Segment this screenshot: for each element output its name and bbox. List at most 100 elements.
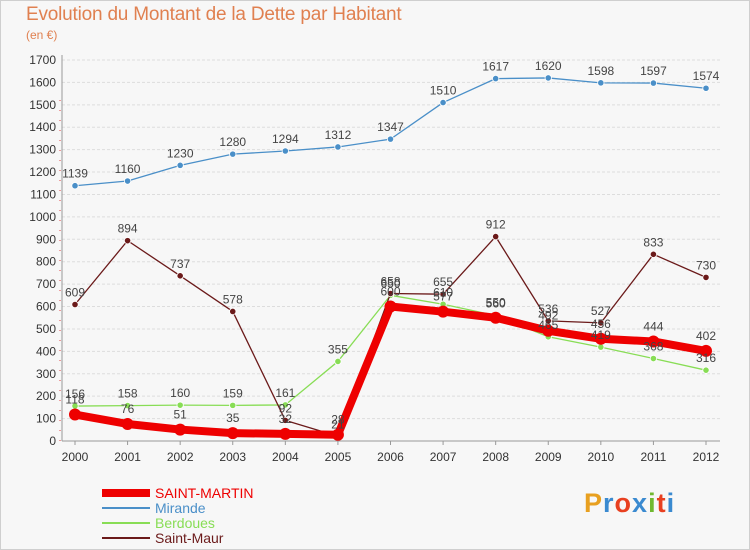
y-tick-label: 800: [36, 255, 56, 269]
logo-letter: t: [656, 488, 667, 518]
data-point: [123, 237, 132, 245]
data-point: [281, 401, 289, 409]
x-tick-label: 2010: [587, 450, 614, 464]
data-point: [71, 300, 79, 309]
data-point: [597, 319, 605, 327]
logo-letter: o: [614, 488, 633, 518]
y-tick-label: 500: [36, 322, 56, 336]
data-point: [594, 332, 607, 345]
data-label: 1294: [272, 132, 299, 146]
y-tick-label: 0: [49, 434, 56, 448]
x-tick-label: 2009: [535, 450, 562, 464]
data-label: 536: [538, 302, 558, 316]
data-point: [649, 354, 658, 363]
y-tick-label: 1700: [29, 53, 56, 67]
data-label: 156: [65, 387, 85, 401]
y-tick-label: 400: [36, 344, 56, 358]
data-point: [492, 233, 500, 241]
series-line-saint-martin: [74, 302, 707, 439]
data-point: [121, 417, 134, 430]
data-label: 560: [486, 296, 506, 310]
data-label: 158: [118, 387, 138, 401]
y-tick-label: 1000: [29, 210, 56, 224]
data-point: [281, 147, 289, 155]
y-tick-label: 1600: [29, 75, 56, 89]
data-point: [229, 150, 237, 158]
data-point: [597, 343, 605, 351]
data-point: [384, 300, 397, 313]
y-tick-label: 900: [36, 232, 56, 246]
data-label: 1280: [219, 135, 246, 149]
value-labels: 1139 1160 1230 1280 1294 1312 1347 1510 1617 1620…: [62, 59, 720, 431]
data-label: 419: [591, 328, 611, 342]
data-label: 600: [380, 285, 400, 299]
logo-letter: i: [666, 488, 676, 518]
data-label: 610: [433, 285, 453, 299]
data-label: 92: [279, 401, 293, 415]
data-label: 21: [331, 417, 345, 431]
data-label: 161: [275, 386, 295, 400]
data-point: [544, 317, 552, 325]
y-tick-label: 1300: [29, 143, 56, 157]
data-point: [439, 290, 447, 298]
data-point: [386, 289, 395, 298]
proxiti-logo: Proxiti: [584, 488, 675, 519]
y-tick-label: 1500: [29, 98, 56, 112]
series-lines: [69, 74, 712, 441]
data-point: [649, 250, 658, 258]
data-point: [229, 401, 237, 409]
data-point: [123, 177, 132, 185]
data-label: 658: [380, 275, 400, 289]
data-label: 51: [173, 408, 187, 422]
data-label: 912: [486, 218, 506, 232]
data-label: 159: [223, 386, 243, 400]
legend-label: Berdoues: [155, 515, 215, 531]
data-label: 316: [696, 351, 716, 365]
data-label: 527: [591, 304, 611, 318]
logo-letter: P: [584, 488, 604, 518]
x-tick-label: 2000: [62, 450, 89, 464]
legend-label: Mirande: [155, 500, 206, 516]
data-label: 402: [696, 329, 716, 343]
data-label: 368: [643, 340, 663, 354]
logo-letter: i: [648, 488, 657, 518]
data-label: 1160: [115, 162, 141, 176]
data-point: [176, 161, 184, 169]
data-label: 118: [65, 393, 84, 407]
data-point: [544, 74, 552, 82]
y-tick-label: 200: [36, 389, 56, 403]
data-point: [439, 98, 447, 107]
data-label: 1230: [167, 146, 194, 160]
chart-subtitle: (en €): [26, 28, 58, 42]
data-label: 465: [538, 318, 558, 332]
data-point: [702, 366, 710, 374]
legend-label: Saint-Maur: [155, 530, 224, 546]
x-tick-label: 2007: [430, 450, 457, 464]
x-tick-label: 2012: [693, 450, 720, 464]
y-tick-label: 1100: [30, 187, 56, 201]
x-tick-label: 2004: [272, 450, 299, 464]
data-label: 35: [226, 411, 240, 425]
data-label: 28: [331, 413, 345, 427]
data-point: [334, 143, 342, 151]
x-tick-label: 2005: [325, 450, 352, 464]
logo-letter: r: [603, 488, 615, 518]
data-point: [437, 305, 450, 318]
logo-letter: x: [632, 488, 649, 518]
grid-lines: [62, 59, 720, 442]
data-point: [649, 79, 658, 87]
data-label: 355: [328, 342, 348, 356]
data-point: [176, 401, 184, 409]
data-point: [229, 307, 237, 316]
data-point: [542, 324, 555, 337]
data-label: 737: [170, 257, 190, 271]
data-point: [702, 84, 710, 92]
data-label: 1312: [325, 128, 352, 142]
axes: 0 100 200 300 400 500 600 700 800 900 1000 1100 1200…: [29, 53, 720, 464]
data-label: 76: [121, 402, 135, 416]
data-point: [123, 401, 132, 410]
data-label: 650: [380, 276, 400, 290]
data-label: 1597: [640, 64, 667, 78]
